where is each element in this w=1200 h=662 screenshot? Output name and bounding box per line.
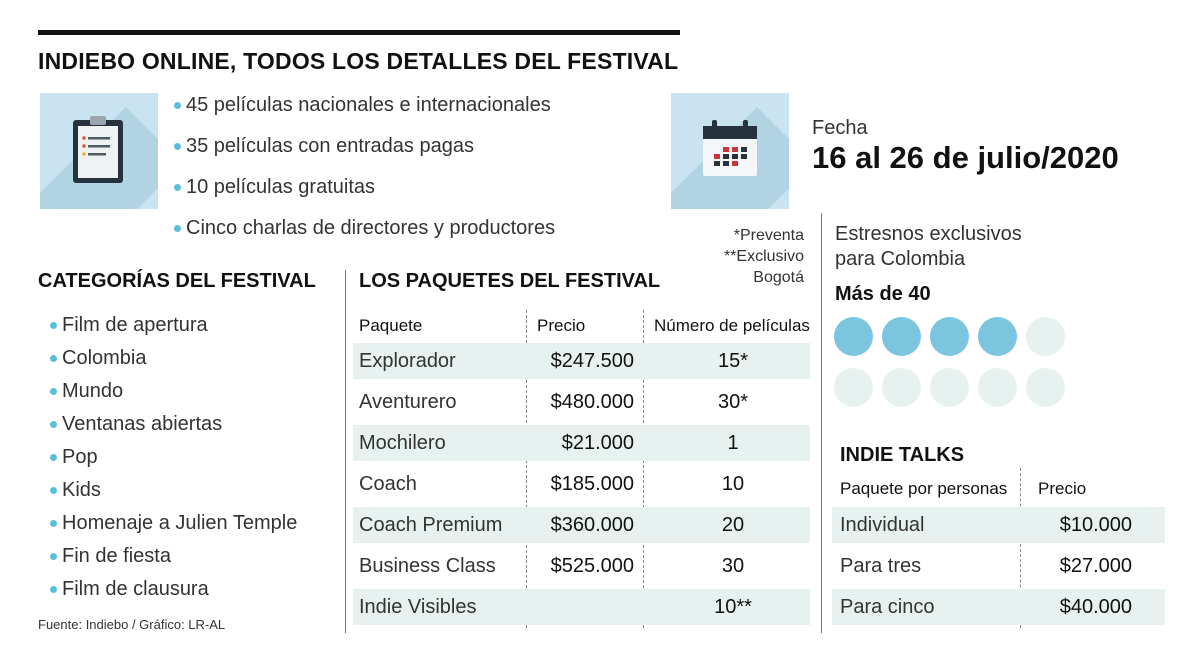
paquete-name: Coach Premium (359, 514, 503, 536)
estrenos-count: Más de 40 (835, 283, 931, 305)
paquete-peliculas: 10 (721, 473, 745, 495)
estrenos-dots (834, 317, 1074, 409)
list-item: Kids (48, 477, 297, 510)
list-item: Film de apertura (48, 312, 297, 345)
clipboard-icon (40, 93, 158, 209)
talks-title: INDIE TALKS (840, 444, 965, 466)
dot-filled (978, 317, 1017, 356)
column-divider (1020, 468, 1021, 628)
talk-precio: $27.000 (1059, 555, 1132, 577)
list-item: Cinco charlas de directores y productore… (172, 215, 555, 256)
categorias-list: Film de apertura Colombia Mundo Ventanas… (48, 312, 297, 609)
divider (345, 270, 346, 633)
calendar-icon (671, 93, 789, 209)
paquetes-header-paquete: Paquete (359, 316, 423, 335)
talks-header-precio: Precio (1038, 479, 1087, 498)
talks-header-paquete: Paquete por personas (840, 479, 1008, 498)
fecha-value: 16 al 26 de julio/2020 (812, 140, 1119, 175)
list-item: Pop (48, 444, 297, 477)
footnotes: *Preventa **Exclusivo Bogotá (712, 225, 804, 288)
paquete-peliculas: 15* (717, 350, 749, 372)
paquete-precio: $525.000 (550, 555, 634, 577)
talk-name: Para tres (840, 555, 922, 577)
paquete-name: Business Class (359, 555, 496, 577)
paquetes-header-precio: Precio (537, 316, 586, 335)
dot-empty (1026, 368, 1065, 407)
paquete-peliculas: 30* (717, 391, 749, 413)
dot-empty (1026, 317, 1065, 356)
list-item: 35 películas con entradas pagas (172, 133, 555, 174)
note-bogota: Bogotá (753, 269, 804, 286)
list-item: Homenaje a Julien Temple (48, 510, 297, 543)
categorias-title: CATEGORÍAS DEL FESTIVAL (38, 270, 316, 292)
highlights-list: 45 películas nacionales e internacionale… (172, 92, 555, 256)
table-row: Mochilero $21.000 1 (353, 425, 810, 461)
dot-filled (882, 317, 921, 356)
table-row: Indie Visibles 10** (353, 589, 810, 625)
source-credit: Fuente: Indiebo / Gráfico: LR-AL (38, 617, 226, 632)
table-row: Business Class $525.000 30 (353, 548, 810, 584)
title-rule (38, 30, 680, 35)
paquete-precio: $360.000 (550, 514, 634, 536)
paquete-peliculas: 10** (714, 596, 752, 618)
paquete-precio: $480.000 (550, 391, 634, 413)
table-row: Explorador $247.500 15* (353, 343, 810, 379)
dot-filled (834, 317, 873, 356)
dot-empty (978, 368, 1017, 407)
paquetes-title: LOS PAQUETES DEL FESTIVAL (359, 270, 661, 292)
list-item: Fin de fiesta (48, 543, 297, 576)
paquete-precio: $185.000 (550, 473, 634, 495)
paquete-name: Aventurero (359, 391, 457, 413)
dot-empty (834, 368, 873, 407)
dot-filled (930, 317, 969, 356)
divider (821, 213, 822, 633)
talk-precio: $40.000 (1059, 596, 1132, 618)
talk-name: Para cinco (840, 596, 935, 618)
column-divider (526, 310, 527, 628)
paquete-name: Explorador (359, 350, 456, 372)
table-row: Individual $10.000 (832, 507, 1165, 543)
list-item: 45 películas nacionales e internacionale… (172, 92, 555, 133)
table-row: Aventurero $480.000 30* (353, 384, 810, 420)
table-row: Coach $185.000 10 (353, 466, 810, 502)
dot-empty (882, 368, 921, 407)
list-item: Mundo (48, 378, 297, 411)
table-row: Para tres $27.000 (832, 548, 1165, 584)
table-row: Para cinco $40.000 (832, 589, 1165, 625)
estrenos-line2: para Colombia (835, 248, 966, 270)
paquete-peliculas: 30 (721, 555, 745, 577)
paquete-name: Coach (359, 473, 417, 495)
estrenos-line1: Estresnos exclusivos (835, 223, 1022, 245)
list-item: Colombia (48, 345, 297, 378)
list-item: Film de clausura (48, 576, 297, 609)
paquete-name: Indie Visibles (359, 596, 477, 618)
note-exclusivo: **Exclusivo (723, 248, 804, 265)
estrenos-caption: Estresnos exclusivos para Colombia (835, 222, 1022, 272)
fecha-label: Fecha (812, 117, 868, 139)
paquete-precio: $21.000 (561, 432, 634, 454)
paquete-peliculas: 1 (727, 432, 739, 454)
dot-empty (930, 368, 969, 407)
paquete-name: Mochilero (359, 432, 446, 454)
paquetes-header-peliculas: Número de películas (654, 316, 810, 335)
talk-name: Individual (840, 514, 925, 536)
list-item: Ventanas abiertas (48, 411, 297, 444)
column-divider (643, 310, 644, 628)
paquete-peliculas: 20 (721, 514, 745, 536)
list-item: 10 películas gratuitas (172, 174, 555, 215)
table-row: Coach Premium $360.000 20 (353, 507, 810, 543)
page-title: INDIEBO ONLINE, TODOS LOS DETALLES DEL F… (38, 48, 679, 74)
paquete-precio: $247.500 (550, 350, 634, 372)
note-preventa: *Preventa (733, 227, 804, 244)
talk-precio: $10.000 (1059, 514, 1132, 536)
